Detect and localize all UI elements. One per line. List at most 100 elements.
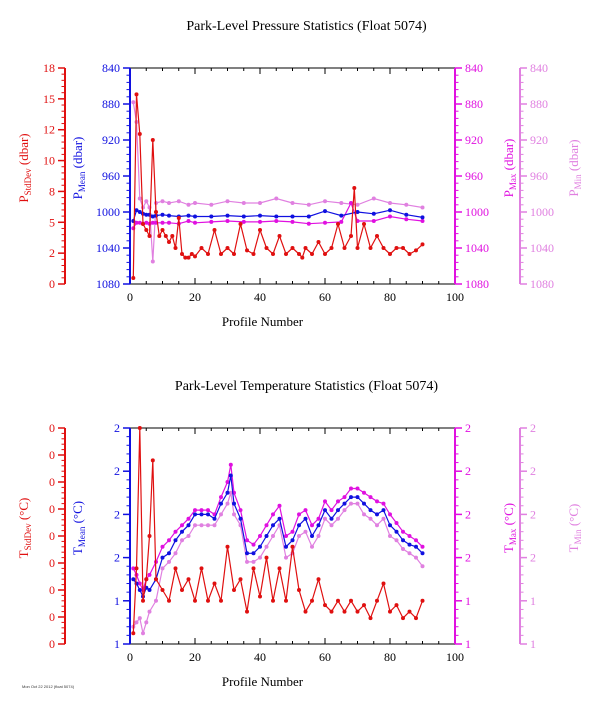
data-point-stddev [134, 566, 139, 571]
data-point-mean [404, 212, 409, 217]
data-point-mean [193, 214, 197, 219]
data-point-mean [290, 538, 295, 543]
data-point-min [381, 516, 386, 521]
data-point-min [193, 523, 197, 528]
data-point-min [420, 205, 425, 210]
y-tick-label-max: 1040 [465, 241, 489, 255]
data-point-min [160, 199, 165, 204]
data-point-stddev [219, 252, 223, 256]
data-point-stddev [420, 598, 425, 603]
data-point-max [180, 523, 184, 528]
data-point-stddev [277, 566, 282, 571]
y-axis-label-stddev: PStdDev (dbar) [16, 133, 33, 202]
data-point-min [420, 564, 425, 569]
data-point-max [186, 219, 191, 223]
data-point-max [336, 499, 340, 504]
data-point-stddev [258, 594, 262, 599]
data-point-min [323, 199, 327, 204]
data-point-max [388, 512, 392, 517]
data-point-mean [167, 213, 171, 218]
data-point-min [167, 559, 171, 564]
data-point-mean [303, 516, 308, 521]
data-point-mean [297, 523, 301, 528]
data-point-min [160, 566, 165, 571]
y-tick-label-max: 840 [465, 61, 483, 75]
data-point-min [310, 544, 314, 549]
data-point-min [306, 202, 311, 207]
data-point-stddev [297, 252, 301, 256]
y-tick-label-max: 2 [465, 464, 471, 478]
data-point-mean [147, 588, 152, 592]
data-point-stddev [316, 240, 321, 244]
data-point-stddev [316, 577, 321, 582]
y-tick-label-max: 920 [465, 133, 483, 147]
data-point-stddev [134, 92, 139, 97]
data-point-mean [199, 512, 204, 517]
data-point-mean [258, 544, 262, 549]
data-point-min [258, 201, 262, 205]
data-point-stddev [362, 222, 366, 226]
data-point-mean [316, 523, 321, 528]
data-point-stddev [310, 598, 314, 603]
data-point-max [368, 495, 373, 500]
y-tick-label-min: 920 [530, 133, 548, 147]
data-point-stddev [362, 603, 366, 608]
data-point-min [245, 559, 249, 564]
data-point-stddev [388, 252, 392, 256]
y-tick-label-mean: 2 [114, 464, 120, 478]
data-point-max [388, 214, 392, 219]
data-point-stddev [193, 598, 197, 603]
data-point-mean [173, 538, 178, 543]
y-tick-label-stddev: 0 [49, 502, 55, 516]
data-point-mean [238, 516, 243, 521]
data-point-stddev [163, 234, 168, 238]
y-tick-label-max: 2 [465, 421, 471, 435]
y-tick-label-max: 960 [465, 169, 483, 183]
data-point-min [137, 616, 142, 621]
data-point-mean [414, 544, 418, 549]
data-point-min [186, 202, 191, 207]
data-point-min [323, 516, 327, 521]
data-point-stddev [212, 228, 217, 232]
data-point-max [206, 508, 210, 513]
data-point-max [355, 486, 360, 491]
data-point-max [329, 508, 334, 513]
data-point-stddev [355, 609, 360, 614]
y-axis-label-min: PMin (dbar) [566, 139, 583, 196]
chart-1: Park-Level Pressure Statistics (Float 50… [16, 19, 583, 329]
data-point-mean [375, 512, 379, 517]
data-point-max [401, 529, 405, 534]
data-point-mean [388, 208, 392, 213]
data-point-min [316, 534, 321, 538]
data-point-min [355, 501, 360, 506]
data-point-min [144, 620, 149, 625]
chart-title: Park-Level Pressure Statistics (Float 50… [186, 19, 427, 34]
data-point-max [258, 534, 262, 538]
data-point-mean [245, 551, 249, 556]
data-point-mean [368, 508, 373, 513]
data-point-stddev [381, 581, 386, 586]
data-point-min [225, 199, 230, 204]
data-point-max [349, 486, 353, 491]
y-tick-label-stddev: 0 [49, 421, 55, 435]
data-point-stddev [394, 603, 399, 608]
data-point-min [150, 259, 155, 264]
data-point-min [414, 555, 418, 560]
data-point-mean [290, 214, 295, 219]
data-point-max [323, 220, 327, 225]
data-point-max [144, 220, 149, 225]
data-point-stddev [150, 138, 155, 142]
data-point-mean [336, 508, 340, 513]
data-point-mean [180, 529, 184, 534]
data-point-stddev [355, 246, 360, 250]
data-point-stddev [323, 252, 327, 256]
y-tick-label-max: 1080 [465, 277, 489, 291]
data-point-mean [388, 523, 392, 528]
y-tick-label-mean: 2 [114, 551, 120, 565]
data-point-stddev [189, 252, 194, 256]
y-tick-label-stddev: 0 [49, 556, 55, 570]
x-axis-label: Profile Number [222, 314, 304, 329]
data-point-mean [339, 213, 344, 218]
y-tick-label-min: 2 [530, 464, 536, 478]
data-point-stddev [297, 588, 301, 592]
